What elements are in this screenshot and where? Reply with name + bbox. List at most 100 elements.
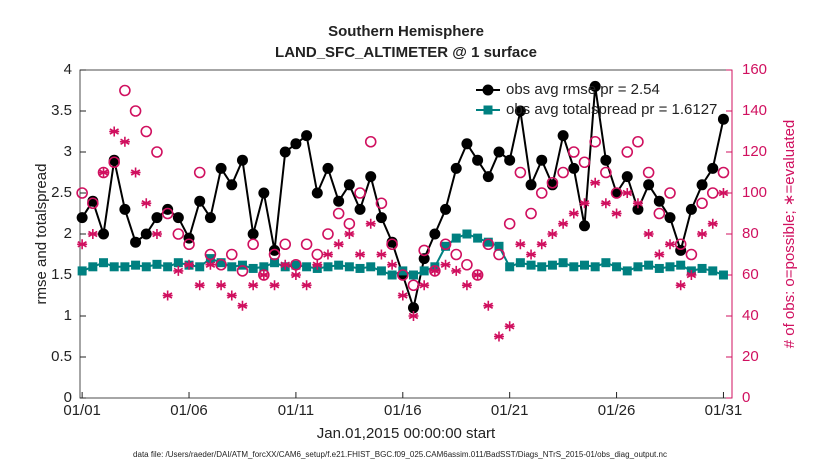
y-tick-label: 3.5 xyxy=(51,102,72,119)
point xyxy=(611,208,622,219)
point xyxy=(686,270,697,280)
y2-tick-label: 100 xyxy=(742,184,767,201)
y2-tick-label: 60 xyxy=(742,266,759,283)
point xyxy=(130,236,142,248)
point xyxy=(396,269,409,281)
point xyxy=(215,162,227,174)
point xyxy=(248,280,259,291)
point xyxy=(611,187,623,199)
point xyxy=(375,197,388,210)
point xyxy=(674,238,687,251)
point xyxy=(236,265,249,277)
point xyxy=(365,171,377,183)
point xyxy=(279,238,292,251)
point xyxy=(87,197,99,210)
point xyxy=(568,208,579,219)
point xyxy=(108,156,121,169)
x-tick-label: 01/11 xyxy=(278,402,314,419)
point xyxy=(600,154,612,166)
point xyxy=(440,259,451,270)
point xyxy=(302,262,312,272)
point xyxy=(162,290,173,301)
point xyxy=(161,207,174,220)
point xyxy=(644,260,654,270)
point xyxy=(525,179,537,191)
footnote: data file: /Users/raeder/DAI/ATM_forcXX/… xyxy=(133,450,667,459)
point xyxy=(270,258,280,268)
x-tick-label: 01/16 xyxy=(384,402,422,419)
point xyxy=(642,166,655,179)
point xyxy=(364,135,377,148)
y-tick-label: 3 xyxy=(64,143,72,160)
point xyxy=(419,266,429,276)
plot-area xyxy=(79,69,733,399)
point xyxy=(536,239,547,250)
point xyxy=(162,203,174,215)
point xyxy=(333,195,345,207)
point xyxy=(140,228,152,240)
point xyxy=(526,260,536,270)
point xyxy=(258,270,269,280)
point xyxy=(152,259,162,269)
point xyxy=(194,280,205,291)
point xyxy=(76,212,88,224)
point xyxy=(258,187,270,199)
point xyxy=(483,300,494,311)
point xyxy=(472,270,483,280)
point xyxy=(558,258,568,268)
point xyxy=(386,238,398,251)
point xyxy=(504,321,515,332)
point xyxy=(247,228,259,240)
point xyxy=(503,217,516,230)
point xyxy=(334,260,344,270)
point xyxy=(216,280,227,291)
point xyxy=(365,218,376,229)
point xyxy=(621,171,633,183)
point xyxy=(707,218,718,229)
point xyxy=(408,270,418,280)
point xyxy=(717,166,730,179)
point xyxy=(301,130,313,142)
point xyxy=(696,197,708,210)
point xyxy=(268,248,281,261)
point xyxy=(707,162,719,174)
point xyxy=(269,280,280,291)
y-tick-label: 1.5 xyxy=(51,266,72,283)
point xyxy=(664,187,676,199)
point xyxy=(451,265,462,276)
point xyxy=(269,244,281,256)
point xyxy=(99,258,109,268)
point xyxy=(441,241,451,251)
point xyxy=(461,138,473,150)
point xyxy=(568,162,580,174)
point xyxy=(193,166,206,179)
legend-label: obs avg totalspread pr = 1.6127 xyxy=(506,101,717,118)
point xyxy=(440,203,452,215)
point xyxy=(450,248,463,261)
point xyxy=(375,212,387,224)
point xyxy=(653,207,666,220)
point xyxy=(151,229,162,239)
point xyxy=(600,166,612,179)
x-tick-label: 01/26 xyxy=(598,402,636,419)
point xyxy=(290,270,301,280)
y2-tick-label: 20 xyxy=(742,348,759,365)
point xyxy=(343,217,356,230)
point xyxy=(547,260,557,270)
point xyxy=(408,311,419,321)
point xyxy=(706,187,719,199)
point xyxy=(418,244,430,257)
point xyxy=(98,167,109,178)
point xyxy=(173,258,183,268)
y-tick-label: 0.5 xyxy=(51,348,72,365)
point xyxy=(643,179,655,191)
point xyxy=(279,146,291,158)
point xyxy=(482,238,495,251)
point xyxy=(653,195,665,207)
point xyxy=(141,262,151,272)
point xyxy=(505,262,515,272)
legend-marker xyxy=(483,105,493,115)
point xyxy=(697,229,708,239)
point xyxy=(697,263,707,273)
point xyxy=(227,262,237,272)
